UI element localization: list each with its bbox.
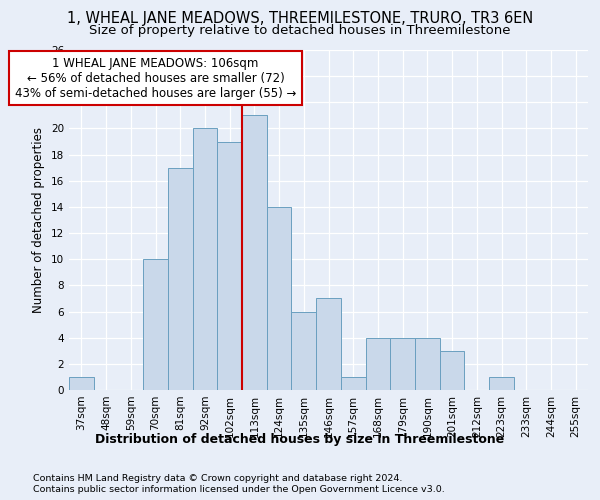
Bar [415,338,440,390]
Bar [365,338,390,390]
Bar [489,377,514,390]
Text: Distribution of detached houses by size in Threemilestone: Distribution of detached houses by size … [95,432,505,446]
Bar [316,298,341,390]
Bar [242,116,267,390]
Bar [193,128,217,390]
Bar [440,351,464,390]
Bar [292,312,316,390]
Bar [69,377,94,390]
Text: Contains public sector information licensed under the Open Government Licence v3: Contains public sector information licen… [33,485,445,494]
Bar [390,338,415,390]
Y-axis label: Number of detached properties: Number of detached properties [32,127,46,313]
Text: Size of property relative to detached houses in Threemilestone: Size of property relative to detached ho… [89,24,511,37]
Bar [217,142,242,390]
Bar [168,168,193,390]
Text: 1, WHEAL JANE MEADOWS, THREEMILESTONE, TRURO, TR3 6EN: 1, WHEAL JANE MEADOWS, THREEMILESTONE, T… [67,11,533,26]
Bar [267,207,292,390]
Bar [341,377,365,390]
Text: Contains HM Land Registry data © Crown copyright and database right 2024.: Contains HM Land Registry data © Crown c… [33,474,403,483]
Text: 1 WHEAL JANE MEADOWS: 106sqm
← 56% of detached houses are smaller (72)
43% of se: 1 WHEAL JANE MEADOWS: 106sqm ← 56% of de… [15,56,296,100]
Bar [143,259,168,390]
